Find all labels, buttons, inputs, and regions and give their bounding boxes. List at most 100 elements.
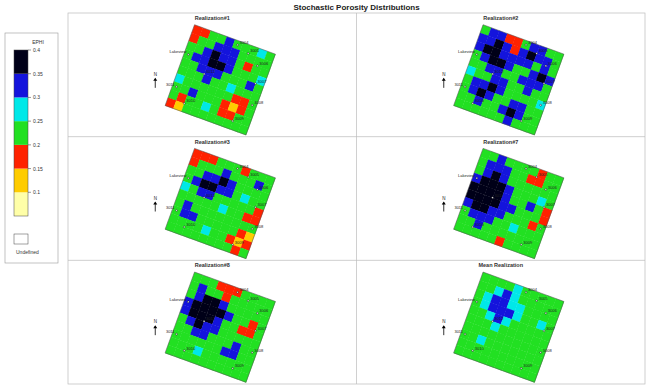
panel-title: Realization#2 bbox=[483, 15, 518, 21]
well bbox=[256, 312, 258, 314]
well bbox=[232, 367, 234, 369]
north-arrow-head bbox=[442, 202, 446, 205]
colorbar-swatch bbox=[14, 169, 28, 193]
panel-title: Mean Realization bbox=[478, 262, 523, 268]
well-label: 3008 bbox=[543, 100, 553, 105]
map bbox=[165, 272, 276, 383]
well-label: 3008 bbox=[254, 224, 264, 229]
map-outline bbox=[165, 25, 275, 135]
well bbox=[251, 228, 253, 230]
well bbox=[545, 188, 547, 190]
well bbox=[472, 102, 474, 104]
well bbox=[236, 291, 238, 293]
well bbox=[543, 206, 545, 208]
north-arrow-head bbox=[153, 78, 157, 81]
well-label: 3005 bbox=[539, 172, 549, 177]
well bbox=[540, 104, 542, 106]
panel-title: Realization#8 bbox=[195, 262, 230, 268]
well-label: 3009 bbox=[523, 240, 533, 245]
colorbar-frame bbox=[5, 33, 58, 263]
well bbox=[520, 367, 522, 369]
well bbox=[256, 65, 258, 67]
map bbox=[165, 148, 276, 259]
well-label: 3005 bbox=[539, 48, 549, 53]
colorbar-tick bbox=[28, 192, 31, 193]
well-label: 3005 bbox=[250, 48, 260, 53]
well-label: 3005 bbox=[539, 296, 549, 301]
map-outline bbox=[454, 25, 564, 135]
well bbox=[525, 44, 527, 46]
well bbox=[536, 52, 538, 54]
well bbox=[175, 86, 177, 88]
well bbox=[203, 320, 205, 322]
well bbox=[491, 73, 493, 75]
well-label: Lakeview bbox=[458, 49, 475, 54]
well bbox=[203, 73, 205, 75]
colorbar-tick-label: 0.3 bbox=[33, 94, 40, 100]
well bbox=[251, 104, 253, 106]
map bbox=[454, 272, 565, 383]
well-label: 3012 bbox=[495, 316, 505, 321]
well-label: 3011 bbox=[166, 82, 175, 87]
well-label: 3009 bbox=[523, 116, 533, 121]
panel: Realization#3Lakeview3004300530063007300… bbox=[153, 139, 275, 259]
colorbar-swatch bbox=[14, 192, 28, 216]
well-label: Lakeview bbox=[458, 297, 475, 302]
map bbox=[454, 148, 565, 259]
well-label: 3011 bbox=[454, 205, 463, 210]
well bbox=[536, 176, 538, 178]
well bbox=[247, 300, 249, 302]
colorbar-swatch bbox=[14, 145, 28, 169]
well bbox=[543, 330, 545, 332]
panel: Realization#1Lakeview3004300530063007300… bbox=[153, 15, 275, 135]
well-label: 3005 bbox=[250, 296, 260, 301]
well-label: 3011 bbox=[454, 82, 463, 87]
panel-divider bbox=[356, 13, 357, 384]
map-outline bbox=[165, 272, 275, 382]
well-label: 3004 bbox=[528, 287, 538, 292]
well-label: 3007 bbox=[546, 202, 556, 207]
panel: Mean RealizationLakeview3004300530063007… bbox=[442, 262, 564, 382]
well bbox=[254, 82, 256, 84]
north-label: N bbox=[442, 72, 445, 77]
well-label: 3006 bbox=[259, 185, 269, 190]
colorbar-swatch bbox=[14, 50, 28, 74]
undefined-swatch bbox=[14, 234, 28, 244]
well bbox=[254, 206, 256, 208]
panel-title: Realization#1 bbox=[195, 15, 230, 21]
well bbox=[543, 82, 545, 84]
undefined-label: Undefined bbox=[16, 249, 39, 255]
colorbar: EPHI0.40.350.30.250.20.150.1Undefined bbox=[5, 33, 58, 263]
well-label: 3007 bbox=[258, 326, 268, 331]
cell bbox=[526, 248, 537, 259]
colorbar-tick bbox=[28, 73, 31, 74]
well-label: 3008 bbox=[254, 100, 264, 105]
well-label: 3008 bbox=[254, 348, 264, 353]
colorbar-tick-label: 0.1 bbox=[33, 189, 40, 195]
well-label: 3004 bbox=[240, 40, 250, 45]
well-label: 3005 bbox=[250, 172, 260, 177]
north-arrow-head bbox=[153, 325, 157, 328]
well bbox=[251, 351, 253, 353]
well-label: 3006 bbox=[548, 308, 558, 313]
well-label: 3012 bbox=[495, 69, 505, 74]
well-label: 3009 bbox=[235, 363, 245, 368]
colorbar-tick-label: 0.15 bbox=[33, 166, 43, 172]
well-label: 3011 bbox=[166, 205, 175, 210]
well-label: 3006 bbox=[259, 308, 269, 313]
well bbox=[183, 226, 185, 228]
north-label: N bbox=[442, 196, 445, 201]
cell bbox=[238, 124, 249, 135]
map bbox=[165, 25, 276, 136]
well bbox=[232, 243, 234, 245]
background bbox=[0, 0, 647, 386]
well-label: 3008 bbox=[543, 224, 553, 229]
panel: Realization#2Lakeview3004300530063007300… bbox=[442, 15, 564, 135]
colorbar-swatch bbox=[14, 74, 28, 98]
well bbox=[476, 53, 478, 55]
well bbox=[472, 226, 474, 228]
north-arrow-head bbox=[442, 325, 446, 328]
well bbox=[520, 120, 522, 122]
colorbar-tick bbox=[28, 50, 31, 51]
well bbox=[491, 196, 493, 198]
